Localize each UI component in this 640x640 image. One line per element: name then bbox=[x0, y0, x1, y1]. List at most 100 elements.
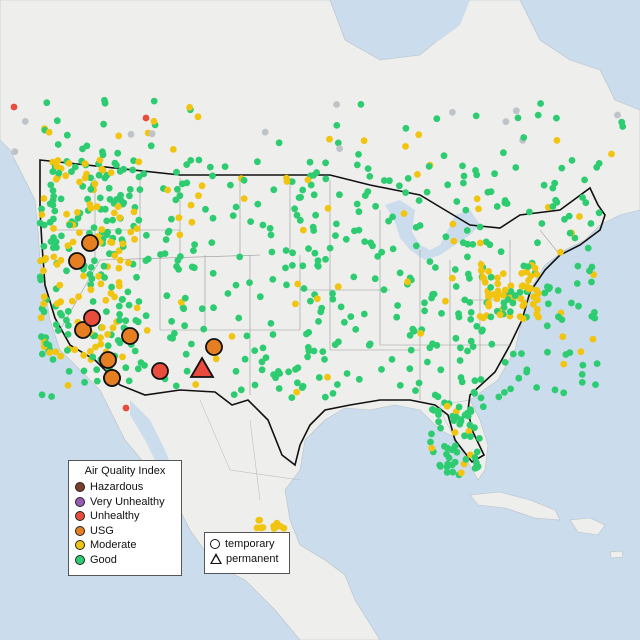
station-dot bbox=[38, 391, 46, 399]
station-dot bbox=[181, 322, 189, 330]
station-dot bbox=[471, 454, 479, 461]
station-dot bbox=[496, 311, 504, 319]
station-dot bbox=[80, 367, 88, 375]
station-dot bbox=[533, 271, 541, 278]
station-dot bbox=[396, 382, 404, 389]
station-dot bbox=[80, 351, 88, 359]
station-dot bbox=[141, 362, 148, 369]
station-dot bbox=[592, 381, 599, 388]
unhealthy-swatch bbox=[75, 511, 85, 522]
station-dot bbox=[464, 347, 471, 355]
station-dot bbox=[161, 250, 169, 257]
station-dot bbox=[386, 177, 393, 185]
station-dot bbox=[270, 186, 278, 194]
station-dot bbox=[117, 196, 124, 204]
legend-label: Moderate bbox=[90, 539, 137, 552]
station-dot bbox=[467, 316, 475, 323]
station-dot bbox=[520, 134, 528, 141]
station-dot bbox=[134, 365, 142, 373]
station-dot bbox=[575, 302, 582, 310]
station-dot bbox=[329, 295, 337, 303]
station-dot bbox=[187, 201, 195, 209]
station-dot bbox=[402, 143, 409, 150]
station-dot bbox=[113, 161, 120, 169]
station-dot bbox=[449, 108, 456, 116]
station-dot bbox=[131, 235, 138, 243]
station-dot bbox=[501, 389, 508, 396]
station-dot bbox=[232, 281, 240, 289]
station-dot bbox=[81, 378, 88, 386]
station-dot bbox=[568, 299, 575, 307]
station-dot bbox=[195, 156, 203, 164]
station-dot bbox=[494, 291, 502, 299]
legend-label: temporary bbox=[225, 538, 275, 551]
station-dot bbox=[557, 248, 564, 256]
station-dot bbox=[487, 273, 495, 281]
station-dot bbox=[449, 468, 457, 476]
station-dot bbox=[109, 216, 116, 224]
station-dot bbox=[538, 220, 546, 227]
station-dot bbox=[150, 97, 158, 105]
station-dot bbox=[288, 394, 296, 401]
station-dot bbox=[55, 169, 63, 177]
station-dot bbox=[104, 331, 111, 338]
station-dot bbox=[314, 257, 322, 265]
station-dot bbox=[396, 269, 404, 277]
station-dot bbox=[509, 299, 517, 307]
station-dot bbox=[38, 211, 46, 219]
station-dot bbox=[511, 292, 519, 300]
station-dot bbox=[251, 347, 259, 354]
station-dot bbox=[180, 305, 188, 313]
station-dot bbox=[63, 316, 70, 324]
station-dot bbox=[64, 307, 72, 315]
station-dot bbox=[493, 203, 501, 210]
station-dot bbox=[65, 160, 73, 167]
station-dot bbox=[389, 245, 397, 253]
station-dot bbox=[347, 313, 355, 320]
station-dot bbox=[212, 355, 220, 363]
station-dot bbox=[533, 287, 541, 294]
station-dot bbox=[126, 186, 134, 193]
station-dot bbox=[300, 285, 308, 292]
station-dot bbox=[414, 171, 421, 178]
station-dot bbox=[127, 228, 135, 236]
station-dot bbox=[251, 381, 259, 389]
station-dot bbox=[43, 99, 51, 107]
temporary-fire-circle bbox=[205, 338, 223, 356]
gulf-of-california bbox=[130, 400, 175, 475]
station-dot bbox=[125, 377, 133, 385]
station-dot bbox=[573, 280, 581, 287]
station-dot bbox=[514, 114, 522, 122]
station-dot bbox=[135, 158, 143, 166]
station-dot bbox=[89, 298, 97, 305]
station-dot bbox=[133, 225, 141, 233]
station-dot bbox=[393, 313, 401, 321]
station-dot bbox=[595, 209, 603, 217]
station-dot bbox=[208, 239, 216, 247]
station-dot bbox=[608, 150, 615, 158]
station-dot bbox=[243, 332, 251, 340]
station-dot bbox=[332, 232, 339, 240]
station-dot bbox=[307, 297, 314, 305]
station-dot bbox=[297, 193, 304, 201]
station-dot bbox=[115, 302, 123, 310]
station-dot bbox=[371, 275, 379, 283]
station-dot bbox=[65, 322, 72, 329]
station-dot bbox=[49, 187, 57, 195]
station-dot bbox=[37, 314, 45, 322]
station-dot bbox=[54, 141, 62, 148]
station-dot bbox=[389, 213, 396, 221]
station-dot bbox=[326, 135, 333, 143]
station-dot bbox=[116, 339, 124, 347]
station-dot bbox=[518, 350, 525, 357]
station-dot bbox=[259, 344, 267, 352]
station-dot bbox=[124, 259, 132, 267]
station-dot bbox=[485, 268, 492, 275]
station-dot bbox=[240, 195, 248, 203]
station-dot bbox=[313, 295, 321, 303]
station-dot bbox=[63, 210, 70, 218]
station-dot bbox=[471, 377, 479, 385]
station-dot bbox=[445, 454, 453, 462]
station-dot bbox=[473, 448, 481, 456]
station-dot bbox=[172, 196, 180, 204]
